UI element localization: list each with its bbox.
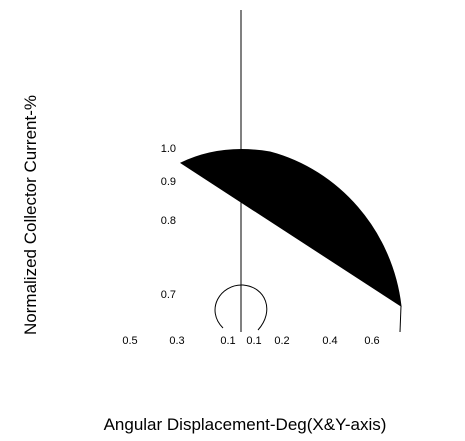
y-tick-label: 1.0 (161, 143, 176, 155)
y-axis-label: Normalized Collector Current-% (21, 95, 40, 335)
y-tick-label: 0.8 (161, 215, 176, 227)
center-lobe-arc (214, 284, 268, 331)
x-tick-label: 0.1 (220, 335, 235, 347)
response-lobe (179, 149, 402, 308)
y-tick-label: 0.9 (161, 176, 176, 188)
y-tick-label: 0.7 (161, 289, 176, 301)
lobe-tail-line (399, 305, 402, 333)
x-axis-label: Angular Displacement-Deg(X&Y-axis) (104, 415, 387, 434)
x-tick-label: 0.4 (322, 335, 337, 347)
x-tick-label: 0.6 (364, 335, 379, 347)
tick-labels: 0.5 0.3 0.1 0.1 0.2 0.4 0.6 1.0 0.9 0.8 0.7 (122, 143, 379, 347)
x-tick-label: 0.3 (169, 335, 184, 347)
chart-marks (179, 10, 402, 333)
x-tick-label: 0.5 (122, 335, 137, 347)
x-tick-label: 0.1 (246, 335, 261, 347)
x-tick-label: 0.2 (274, 335, 289, 347)
